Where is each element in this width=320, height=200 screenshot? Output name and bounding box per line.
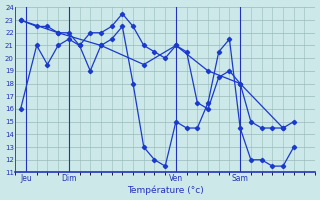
X-axis label: Température (°c): Température (°c) [127, 186, 204, 195]
